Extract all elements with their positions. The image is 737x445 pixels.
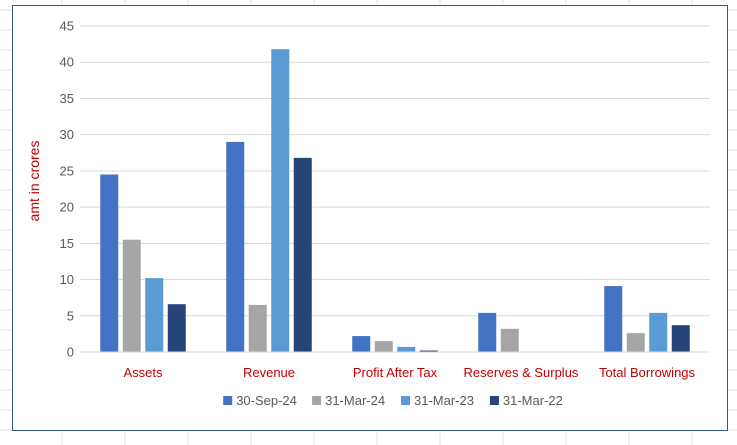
- y-tick-label: 35: [60, 91, 74, 106]
- bar: [100, 174, 119, 352]
- y-tick-label: 30: [60, 127, 74, 142]
- bar: [397, 346, 416, 352]
- legend-swatch: [312, 396, 322, 405]
- bar: [226, 141, 245, 352]
- bar: [478, 312, 497, 352]
- chart-gridlines: [80, 25, 710, 317]
- y-tick-label: 0: [67, 345, 74, 360]
- y-tick-label: 25: [60, 163, 74, 178]
- bar: [626, 333, 645, 352]
- bar: [419, 350, 438, 352]
- bar: [604, 286, 623, 352]
- bar: [248, 304, 267, 352]
- y-axis-title: amt in crores: [26, 141, 42, 222]
- legend-label: 31-Mar-23: [414, 393, 474, 408]
- chart-bars: [100, 49, 690, 352]
- bar: [271, 49, 290, 352]
- category-label: Assets: [123, 365, 163, 380]
- category-label: Revenue: [243, 365, 295, 380]
- legend-label: 30-Sep-24: [236, 393, 297, 408]
- chart-frame[interactable]: [12, 5, 728, 431]
- legend-swatch: [489, 396, 499, 405]
- y-tick-label: 10: [60, 272, 74, 287]
- bar: [293, 157, 312, 352]
- bar: [649, 312, 668, 352]
- bar: [122, 239, 141, 352]
- bar: [374, 341, 393, 352]
- y-tick-label: 20: [60, 200, 74, 215]
- legend-label: 31-Mar-24: [325, 393, 385, 408]
- y-tick-label: 45: [60, 19, 74, 34]
- legend-label: 31-Mar-22: [503, 393, 563, 408]
- category-label: Profit After Tax: [353, 365, 438, 380]
- bar: [167, 304, 186, 352]
- legend-swatch: [401, 396, 410, 405]
- bar: [500, 328, 519, 352]
- bar: [671, 325, 690, 352]
- legend-swatch: [223, 396, 233, 405]
- category-label: Total Borrowings: [599, 365, 696, 380]
- y-tick-label: 15: [60, 236, 74, 251]
- y-tick-label: 5: [67, 308, 74, 323]
- category-labels: Assets Revenue Profit After Tax Reserves & …: [123, 365, 695, 380]
- bar: [352, 336, 371, 352]
- chart-legend: 30-Sep-24 31-Mar-24 31-Mar-23 31-Mar-22: [223, 393, 563, 408]
- y-tick-label: 40: [60, 55, 74, 70]
- bar: [145, 278, 164, 352]
- y-axis-ticks: 0 5 10 15 20 25 30 35 40 45: [60, 19, 74, 360]
- category-label: Reserves & Surplus: [464, 365, 579, 380]
